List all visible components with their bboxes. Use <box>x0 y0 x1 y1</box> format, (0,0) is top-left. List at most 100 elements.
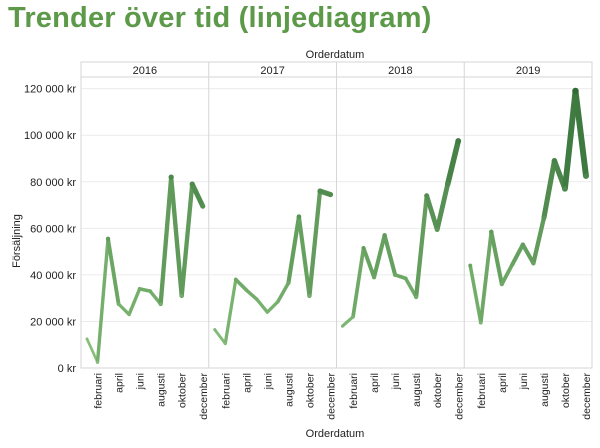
x-tick-label: februari <box>93 373 105 409</box>
data-point <box>96 360 99 364</box>
data-point <box>127 312 131 317</box>
data-point <box>116 302 121 306</box>
data-point <box>265 310 269 314</box>
series-segment-2016 <box>158 174 174 307</box>
data-point <box>434 227 440 232</box>
x-tick-label: juni <box>262 373 274 390</box>
x-tick-label: oktober <box>177 373 189 409</box>
series-segment-2018 <box>340 315 355 328</box>
series-segment-2018 <box>372 233 387 280</box>
data-point <box>361 246 366 251</box>
series-segment-2018 <box>424 193 440 232</box>
data-point <box>551 158 558 164</box>
chart-title: Trender över tid (linjediagram) <box>8 2 432 34</box>
x-tick-label: juni <box>390 373 402 390</box>
panel-2017: 2017 februari april juni augusti oktober decem… <box>213 65 338 420</box>
x-tick-label: oktober <box>560 373 572 409</box>
x-tick-label: juni <box>135 373 147 390</box>
data-point <box>489 229 494 235</box>
x-tick-label: april <box>497 373 509 393</box>
data-point <box>520 242 525 247</box>
data-point <box>179 294 184 298</box>
series-segment-2018 <box>434 181 451 232</box>
series-segment-2019 <box>572 88 589 179</box>
data-point <box>499 282 504 287</box>
y-axis-title: Försäljning <box>11 214 23 268</box>
y-tick-label: 60 000 kr <box>30 223 76 235</box>
x-tick-label: juni <box>518 373 530 390</box>
panel-label-2018: 2018 <box>388 65 412 77</box>
data-point <box>424 193 430 199</box>
data-point <box>541 215 547 221</box>
data-point <box>393 272 398 277</box>
series-segment-2019 <box>499 262 515 287</box>
data-point <box>468 263 473 268</box>
x-tick-label: april <box>114 373 126 393</box>
data-point <box>213 328 217 332</box>
panel-label-2016: 2016 <box>133 65 157 77</box>
series-segment-2016 <box>189 181 206 209</box>
data-point <box>572 87 579 95</box>
data-point <box>455 138 462 144</box>
series-segment-2016 <box>137 287 152 293</box>
x-tick-label: februari <box>348 373 360 409</box>
y-tick-label: 0 kr <box>58 363 77 375</box>
series-segment-2019 <box>531 215 547 266</box>
x-tick-label: december <box>326 373 338 420</box>
series-segment-2018 <box>382 233 398 277</box>
x-tick-label: februari <box>476 373 488 409</box>
data-point <box>296 214 302 220</box>
y-axis: 0 kr 20 000 kr 40 000 kr 60 000 kr 80 000 kr… <box>24 84 76 375</box>
series-segment-2017 <box>276 281 291 304</box>
series-segment-2017 <box>286 214 302 286</box>
data-point <box>148 289 152 293</box>
y-tick-label: 40 000 kr <box>30 270 76 282</box>
series-segment-2016 <box>127 287 142 317</box>
panel-label-2019: 2019 <box>516 65 540 77</box>
data-point <box>137 287 142 291</box>
data-point <box>286 281 291 285</box>
data-point <box>328 192 333 198</box>
data-point <box>403 276 408 281</box>
data-point <box>189 181 195 187</box>
data-point <box>317 188 323 194</box>
x-tick-label: april <box>369 373 381 393</box>
data-point <box>372 275 376 280</box>
series-segment-2019 <box>562 88 579 192</box>
data-point <box>276 299 280 304</box>
series-segment-2018 <box>414 193 429 300</box>
series-segment-2016 <box>106 236 121 306</box>
x-tick-label: oktober <box>305 373 317 409</box>
series-segment-2016 <box>179 181 195 298</box>
series-segment-2019 <box>541 158 557 221</box>
panel-2018: 2018 februari april juni augusti oktober decem… <box>340 65 465 420</box>
x-tick-label: augusti <box>156 373 168 407</box>
x-tick-label: december <box>198 373 210 420</box>
series-segment-2017 <box>233 277 249 292</box>
y-tick-label: 20 000 kr <box>30 316 76 328</box>
series-segment-2016 <box>95 237 110 364</box>
y-tick-label: 80 000 kr <box>30 177 76 189</box>
series-segment-2016 <box>85 337 99 364</box>
series-segment-2017 <box>223 277 238 346</box>
x-tick-label: april <box>241 373 253 393</box>
x-tick-label: december <box>453 373 465 420</box>
panel-2016: 2016 februari april juni augusti oktober decem… <box>85 65 210 420</box>
series-segment-2017 <box>296 214 312 298</box>
series-segment-2017 <box>244 288 259 302</box>
data-point <box>414 295 418 299</box>
data-point <box>340 324 345 328</box>
data-point <box>223 342 227 345</box>
series-segment-2018 <box>351 246 366 319</box>
series-segment-2019 <box>468 263 483 325</box>
x-tick-label: augusti <box>411 373 423 407</box>
panels: 2016 februari april juni augusti oktober decem… <box>85 65 593 420</box>
y-tick-label: 120 000 kr <box>24 84 76 96</box>
data-point <box>200 203 206 209</box>
data-point <box>445 181 451 187</box>
x-tick-label: augusti <box>283 373 295 407</box>
series-segment-2017 <box>265 299 280 314</box>
data-point <box>158 302 163 306</box>
x-tick-label: augusti <box>539 373 551 407</box>
